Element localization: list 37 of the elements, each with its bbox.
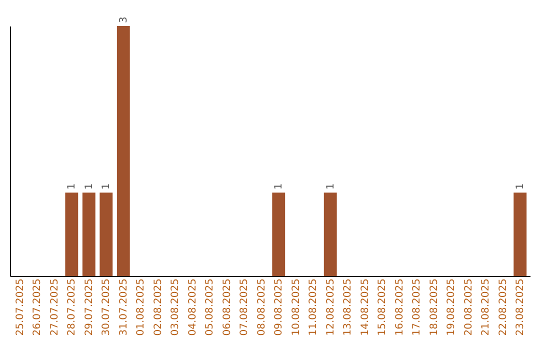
x-tick-label: 06.08.2025 [222, 278, 233, 336]
x-tick-label: 02.08.2025 [152, 278, 164, 336]
x-tick-label: 07.08.2025 [239, 278, 250, 336]
x-tick-label: 14.08.2025 [360, 278, 371, 336]
x-tick-label: 30.07.2025 [101, 278, 112, 336]
x-tick-label: 17.08.2025 [412, 278, 423, 336]
x-tick-label: 21.08.2025 [480, 278, 492, 336]
data-label: 3 [118, 16, 130, 23]
x-tick-label: 04.08.2025 [187, 278, 198, 336]
x-tick-label: 29.07.2025 [84, 278, 95, 336]
x-tick-label: 10.08.2025 [290, 278, 302, 336]
x-tick-label: 28.07.2025 [66, 278, 78, 336]
x-tick-label: 22.08.2025 [498, 278, 509, 336]
x-tick-label: 03.08.2025 [170, 278, 182, 336]
data-label: 1 [101, 183, 112, 190]
x-tick-label: 16.08.2025 [394, 278, 406, 336]
x-tick-label: 13.08.2025 [342, 278, 354, 336]
data-label: 1 [84, 183, 95, 190]
x-tick-label: 20.08.2025 [463, 278, 474, 336]
x-tick-label: 08.08.2025 [256, 278, 268, 336]
x-tick-label: 11.08.2025 [308, 278, 320, 336]
x-tick-label: 23.08.2025 [515, 278, 526, 336]
x-tick-label: 12.08.2025 [325, 278, 336, 336]
data-label: 1 [66, 183, 78, 190]
data-label: 1 [325, 183, 336, 190]
x-tick-label: 15.08.2025 [377, 278, 388, 336]
x-tick-label: 05.08.2025 [204, 278, 216, 336]
x-tick-label: 09.08.2025 [274, 278, 285, 336]
x-tick-label: 31.07.2025 [118, 278, 130, 336]
data-label: 1 [515, 183, 526, 190]
x-tick-label: 01.08.2025 [136, 278, 147, 336]
x-tick-label: 27.07.2025 [49, 278, 60, 336]
x-tick-label: 25.07.2025 [14, 278, 26, 336]
x-tick-label: 18.08.2025 [428, 278, 440, 336]
data-label: 1 [274, 183, 285, 190]
x-tick-label: 19.08.2025 [446, 278, 458, 336]
x-tick-label: 26.07.2025 [32, 278, 44, 336]
